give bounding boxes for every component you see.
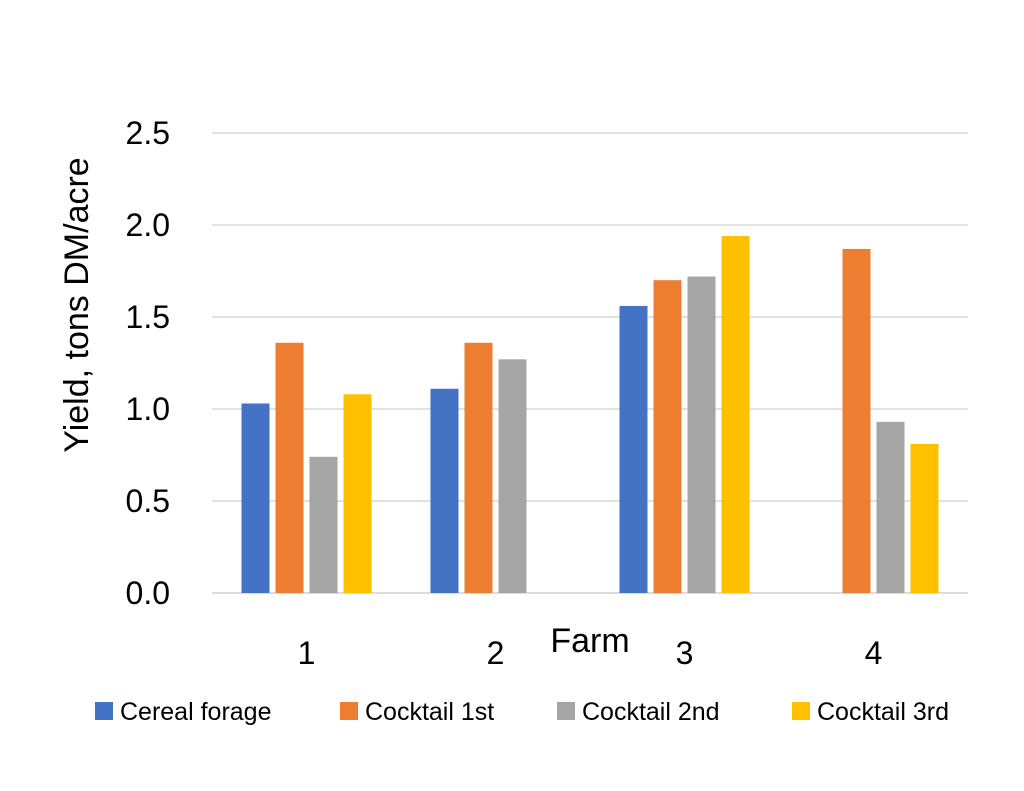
legend-swatch xyxy=(557,702,575,720)
legend-label: Cocktail 2nd xyxy=(582,698,720,726)
bar-cereal-forage-farm-1 xyxy=(241,403,270,593)
y-tick-label: 0.0 xyxy=(126,575,170,611)
bar-cocktail-3rd-farm-1 xyxy=(343,394,372,593)
x-tick-label: 3 xyxy=(676,635,694,671)
x-tick-label: 2 xyxy=(487,635,505,671)
x-tick-label: 1 xyxy=(298,635,316,671)
y-axis-ticks: 0.0 0.5 1.0 1.5 2.0 2.5 xyxy=(126,115,170,611)
bar-cocktail-2nd-farm-1 xyxy=(309,456,338,593)
legend-swatch xyxy=(792,702,810,720)
bar-cocktail-1st-farm-2 xyxy=(464,342,493,593)
y-tick-label: 1.0 xyxy=(126,391,170,427)
x-axis-title: Farm xyxy=(550,622,629,660)
x-tick-label: 4 xyxy=(865,635,883,671)
gridlines xyxy=(212,132,968,594)
y-axis-title: Yield, tons DM/acre xyxy=(58,157,96,452)
bar-cocktail-1st-farm-1 xyxy=(275,342,304,593)
bar-cocktail-1st-farm-3 xyxy=(653,280,682,593)
y-tick-label: 2.5 xyxy=(126,115,170,151)
bar-cereal-forage-farm-3 xyxy=(619,305,648,593)
legend-label: Cereal forage xyxy=(120,698,271,726)
bar-cocktail-2nd-farm-3 xyxy=(687,276,716,593)
legend-swatch xyxy=(340,702,358,720)
y-tick-label: 0.5 xyxy=(126,483,170,519)
legend-label: Cocktail 1st xyxy=(365,698,494,726)
y-tick-label: 1.5 xyxy=(126,299,170,335)
y-tick-label: 2.0 xyxy=(126,207,170,243)
legend: Cereal forage Cocktail 1st Cocktail 2nd Coc… xyxy=(95,698,949,726)
legend-swatch xyxy=(95,702,113,720)
bar-cereal-forage-farm-2 xyxy=(430,388,459,593)
x-axis-ticks: 1 2 3 4 xyxy=(298,635,883,671)
bar-cocktail-2nd-farm-4 xyxy=(876,421,905,593)
bar-cocktail-3rd-farm-4 xyxy=(910,443,939,593)
bar-cocktail-3rd-farm-3 xyxy=(721,236,750,594)
bar-cocktail-1st-farm-4 xyxy=(842,248,871,594)
bars xyxy=(241,236,939,594)
bar-cocktail-2nd-farm-2 xyxy=(498,359,527,593)
legend-label: Cocktail 3rd xyxy=(817,698,949,726)
